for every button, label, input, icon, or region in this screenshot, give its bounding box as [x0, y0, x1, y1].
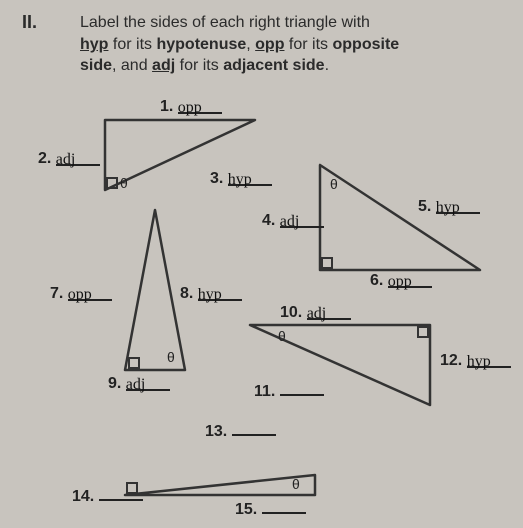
label-15-blank[interactable] [262, 498, 306, 514]
label-2-blank[interactable]: adj [56, 150, 100, 166]
t: for its [175, 57, 223, 74]
label-8-blank[interactable]: hyp [198, 285, 242, 301]
label-9: 9. adj [108, 375, 170, 393]
triangle-2 [320, 165, 490, 280]
worksheet-page: II. Label the sides of each right triang… [0, 0, 523, 528]
label-7: 7. opp [50, 285, 112, 303]
label-12-num: 12. [440, 352, 462, 369]
label-3-num: 3. [210, 170, 223, 187]
label-11-blank[interactable] [280, 380, 324, 396]
label-13-blank[interactable] [232, 420, 276, 436]
label-5: 5. hyp [418, 198, 480, 216]
label-10-num: 10. [280, 304, 302, 321]
label-6-num: 6. [370, 272, 383, 289]
label-12: 12. hyp [440, 352, 511, 370]
label-7-num: 7. [50, 285, 63, 302]
label-5-num: 5. [418, 198, 431, 215]
label-12-ans: hyp [467, 353, 491, 370]
label-6: 6. opp [370, 272, 432, 290]
adjacent-bold: adjacent side [223, 57, 324, 74]
adj-underline: adj [152, 57, 175, 74]
t: , [246, 36, 255, 53]
label-8-ans: hyp [198, 286, 222, 303]
t: . [325, 57, 329, 74]
label-12-blank[interactable]: hyp [467, 352, 511, 368]
label-10-blank[interactable]: adj [307, 304, 351, 320]
label-14-blank[interactable] [99, 485, 143, 501]
hyp-underline: hyp [80, 36, 108, 53]
label-2: 2. adj [38, 150, 100, 168]
label-13: 13. [205, 420, 276, 441]
instructions: Label the sides of each right triangle w… [80, 12, 500, 77]
label-1-ans: opp [178, 99, 202, 116]
opp-underline: opp [255, 36, 284, 53]
section-roman: II. [22, 12, 37, 33]
label-7-blank[interactable]: opp [68, 285, 112, 301]
label-6-ans: opp [388, 273, 412, 290]
label-5-ans: hyp [436, 199, 460, 216]
label-3-ans: hyp [228, 171, 252, 188]
label-3: 3. hyp [210, 170, 272, 188]
label-7-ans: opp [68, 286, 92, 303]
label-4-num: 4. [262, 212, 275, 229]
theta-5: θ [292, 476, 300, 492]
label-8-num: 8. [180, 285, 193, 302]
label-1: 1. opp [160, 98, 222, 116]
t: for its [284, 36, 332, 53]
label-2-num: 2. [38, 150, 51, 167]
label-3-blank[interactable]: hyp [228, 170, 272, 186]
label-8: 8. hyp [180, 285, 242, 303]
opposite-bold: opposite [333, 36, 400, 53]
theta-2: θ [330, 176, 338, 192]
label-13-num: 13. [205, 423, 227, 440]
t: , and [112, 57, 152, 74]
label-14-num: 14. [72, 488, 94, 505]
label-9-ans: adj [126, 376, 146, 393]
t: for its [108, 36, 156, 53]
label-15-num: 15. [235, 501, 257, 518]
label-5-blank[interactable]: hyp [436, 198, 480, 214]
instr-text: Label the sides of each right triangle w… [80, 14, 370, 31]
label-2-ans: adj [56, 151, 76, 168]
theta-1: θ [120, 175, 128, 191]
label-1-num: 1. [160, 98, 173, 115]
triangle-1 [105, 120, 285, 210]
label-10-ans: adj [307, 305, 327, 322]
label-9-num: 9. [108, 375, 121, 392]
label-14: 14. [72, 485, 143, 506]
hypotenuse-bold: hypotenuse [156, 36, 246, 53]
label-4-ans: adj [280, 213, 300, 230]
theta-4: θ [278, 328, 286, 344]
theta-3: θ [167, 349, 175, 365]
label-9-blank[interactable]: adj [126, 375, 170, 391]
label-15: 15. [235, 498, 306, 519]
triangle-5 [125, 435, 325, 505]
label-1-blank[interactable]: opp [178, 98, 222, 114]
label-4: 4. adj [262, 212, 324, 230]
label-6-blank[interactable]: opp [388, 272, 432, 288]
label-11: 11. [254, 380, 324, 401]
label-10: 10. adj [280, 304, 351, 322]
label-11-num: 11. [254, 383, 275, 400]
label-4-blank[interactable]: adj [280, 212, 324, 228]
side-bold: side [80, 57, 112, 74]
